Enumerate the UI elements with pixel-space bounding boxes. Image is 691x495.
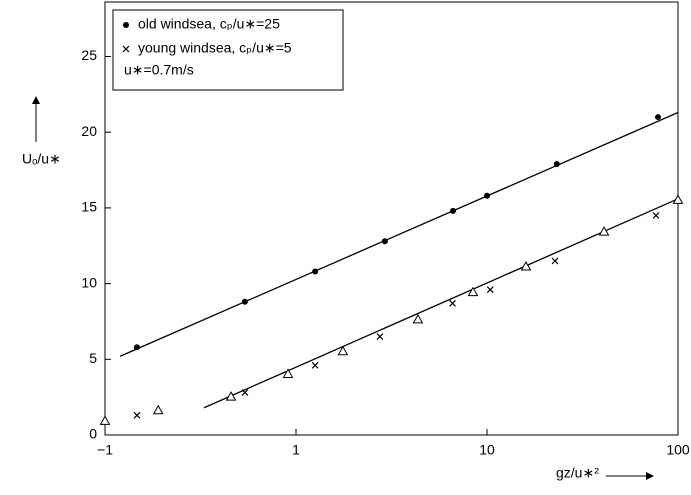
fit-line [119, 111, 679, 357]
legend-label: old windsea, cₚ/u∗=25 [138, 16, 280, 32]
point [152, 404, 164, 415]
x-tick-label: 1 [292, 442, 300, 458]
point [450, 207, 457, 214]
point [99, 415, 111, 425]
point [551, 257, 559, 265]
point [241, 389, 249, 397]
x-axis-label: gz/u∗² [556, 465, 599, 481]
point [381, 238, 388, 245]
legend-label: young windsea, cₚ/u∗=5 [138, 40, 292, 56]
y-tick-label: 0 [89, 426, 97, 442]
legend-note: u∗=0.7m/s [124, 62, 194, 78]
point [520, 260, 532, 271]
point [337, 345, 349, 356]
point [672, 194, 684, 204]
y-tick-label: 25 [81, 47, 97, 63]
x-tick-label: 10 [479, 442, 495, 458]
point [412, 313, 424, 324]
point [449, 299, 456, 307]
point [598, 226, 610, 236]
point [553, 160, 560, 167]
x-arrow-head [646, 472, 654, 480]
point [133, 411, 141, 419]
x-tick-label: 100 [666, 442, 690, 458]
legend-box [112, 9, 344, 91]
point [282, 368, 294, 378]
point [467, 286, 479, 297]
y-tick-label: 20 [81, 123, 97, 139]
point [225, 391, 237, 401]
point [312, 268, 319, 275]
y-tick-label: 5 [89, 350, 97, 366]
legend-marker [122, 45, 130, 53]
y-axis-label: Uₒ/u∗ [22, 151, 61, 167]
fit-line [203, 198, 679, 409]
y-tick-label: 15 [81, 199, 97, 215]
point [241, 298, 248, 305]
point [311, 361, 319, 369]
point [376, 333, 384, 341]
point [133, 344, 140, 351]
y-arrow-head [32, 96, 40, 104]
x-tick-label: −1 [97, 442, 113, 458]
point [655, 114, 662, 121]
plot-frame [104, 1, 679, 436]
point [486, 286, 494, 294]
y-tick-label: 10 [81, 274, 97, 290]
point [484, 192, 490, 199]
point [652, 212, 660, 219]
legend-marker [123, 22, 129, 28]
